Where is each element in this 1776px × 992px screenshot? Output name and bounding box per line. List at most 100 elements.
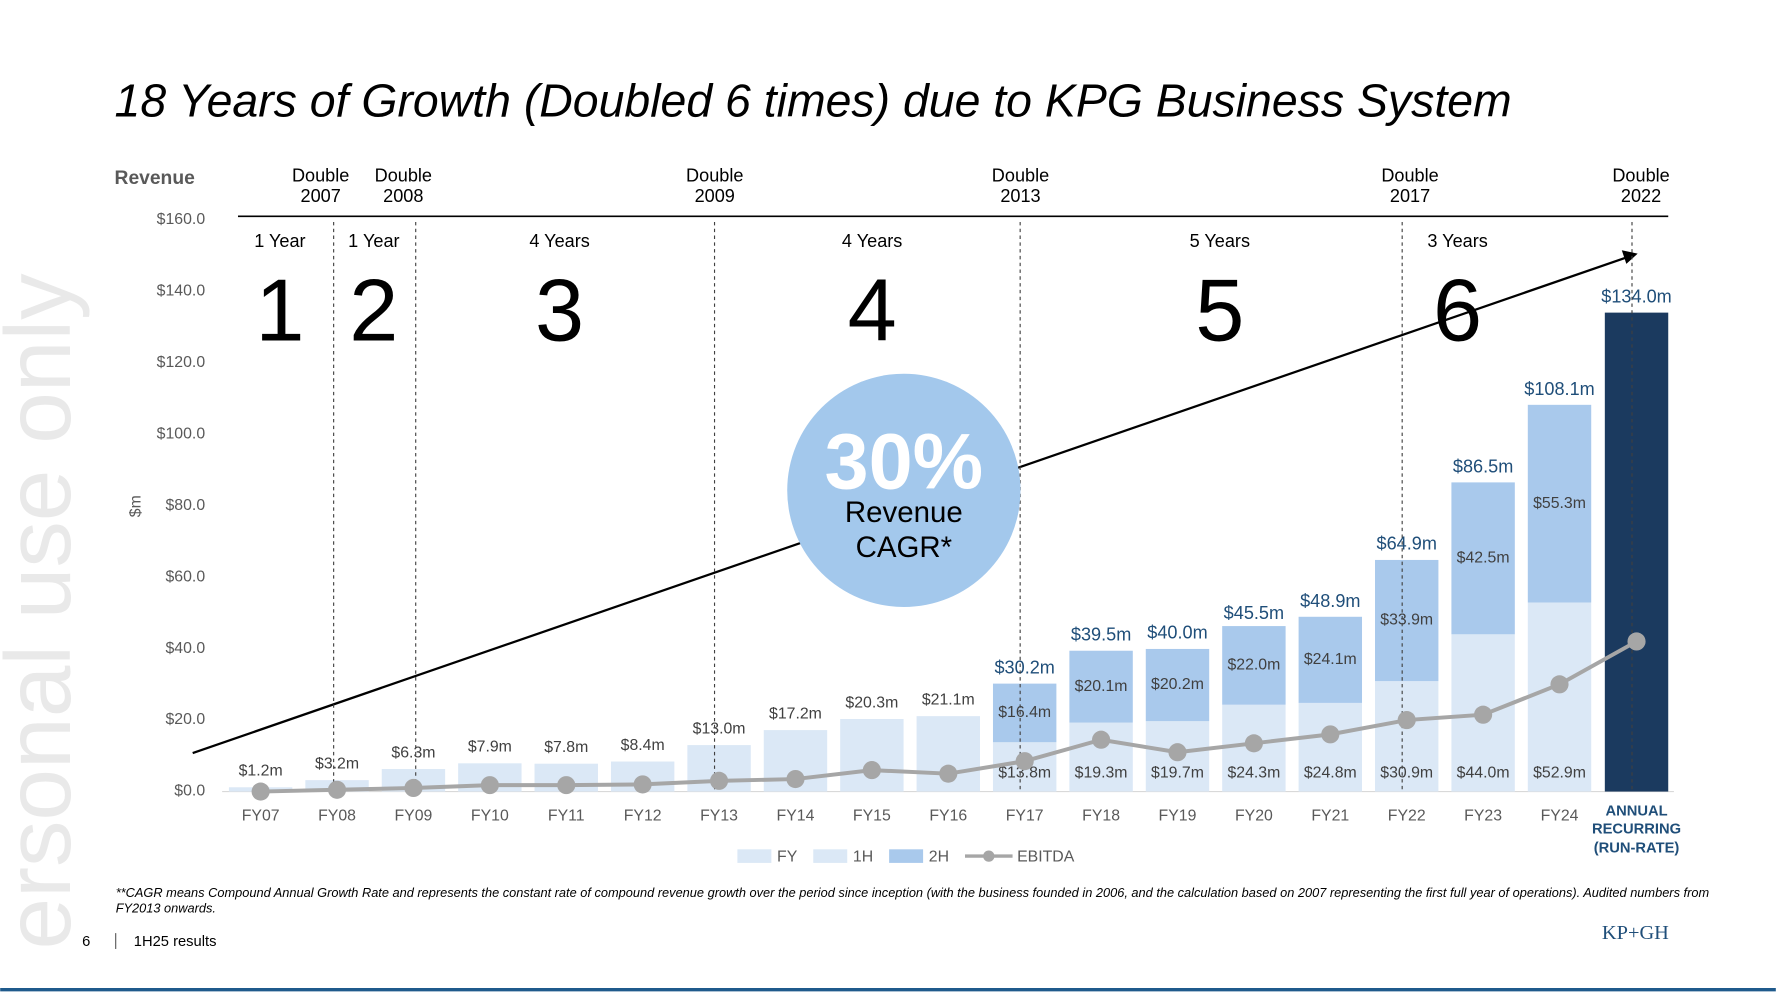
x-tick-label: FY18 — [1082, 808, 1120, 825]
milestone-label: Double — [992, 165, 1049, 185]
cagr-label: Revenue CAGR* — [844, 494, 963, 564]
value-label: $7.8m — [544, 739, 588, 756]
ebitda-point — [1397, 711, 1416, 730]
total-label: $39.5m — [1071, 624, 1131, 644]
y-tick-label: $60.0 — [165, 568, 205, 585]
milestone-year: 2013 — [1000, 186, 1040, 206]
bar-segment — [992, 683, 1057, 743]
ebitda-point — [327, 780, 347, 799]
bar-segment — [1069, 650, 1133, 723]
value-label: $17.2m — [769, 705, 822, 722]
x-tick-label: FY24 — [1541, 808, 1579, 825]
logo: KP+GH — [1602, 922, 1669, 944]
value-label: $52.9m — [1533, 765, 1586, 782]
bar-segment — [1527, 404, 1592, 603]
value-label: $13.0m — [693, 720, 746, 737]
period-years: 3 Years — [1427, 231, 1487, 251]
value-label: $24.1m — [1304, 651, 1357, 668]
total-label: $108.1m — [1524, 379, 1594, 399]
y-axis-title: Revenue — [115, 168, 196, 189]
legend-swatch — [737, 849, 772, 863]
total-label: $40.0m — [1147, 623, 1207, 643]
period-number: 6 — [1433, 260, 1482, 359]
value-label: $3.2m — [315, 755, 359, 772]
milestone-year: 2022 — [1621, 186, 1661, 206]
y-tick-label: $20.0 — [165, 711, 205, 728]
ebitda-point — [1168, 743, 1187, 762]
ebitda-point — [633, 775, 652, 794]
watermark: ersonal use only — [0, 273, 90, 950]
period-years: 1 Year — [348, 231, 399, 251]
cagr-circle — [787, 373, 1021, 607]
value-label: $21.1m — [922, 691, 975, 708]
value-label: $33.9m — [1380, 612, 1433, 629]
bar-segment — [1298, 702, 1363, 792]
value-label: $24.3m — [1227, 765, 1280, 782]
x-tick-label: FY22 — [1388, 808, 1426, 825]
x-tick-label: FY11 — [548, 808, 585, 825]
value-label: $19.7m — [1151, 765, 1204, 782]
footnote: **CAGR means Compound Annual Growth Rate… — [115, 886, 1710, 917]
value-label: $20.1m — [1075, 678, 1128, 695]
milestone-year: 2007 — [301, 186, 341, 206]
value-label: $6.3m — [391, 744, 435, 761]
footer-text: 1H25 results — [134, 934, 217, 950]
x-tick-label: FY23 — [1464, 808, 1502, 825]
ebitda-point — [786, 769, 805, 789]
value-label: $22.0m — [1227, 657, 1280, 674]
y-tick-label: $160.0 — [157, 211, 206, 228]
milestone-year: 2008 — [383, 186, 423, 206]
x-tick-label: FY07 — [242, 808, 280, 825]
ebitda-point — [1092, 730, 1111, 749]
milestone-label: Double — [686, 165, 743, 185]
bar-segment — [1527, 602, 1592, 792]
value-label: $20.3m — [845, 694, 898, 711]
ebitda-point — [1321, 725, 1340, 744]
y-tick-label: $40.0 — [165, 640, 205, 657]
bar-segment — [1374, 559, 1439, 682]
milestone-label: Double — [1381, 165, 1438, 185]
x-tick-label: FY20 — [1235, 808, 1273, 825]
value-label: $19.3m — [1075, 765, 1128, 782]
x-tick-label: FY10 — [471, 808, 509, 825]
period-number: 3 — [535, 260, 584, 359]
page-number: 6 — [82, 934, 90, 950]
milestone-year: 2009 — [695, 186, 735, 206]
total-label: $45.5m — [1224, 603, 1284, 623]
value-label: $7.9m — [468, 739, 512, 756]
x-tick-label: FY08 — [318, 808, 356, 825]
x-tick-label: FY15 — [853, 808, 891, 825]
bar-segment — [1451, 482, 1515, 635]
ebitda-point — [1627, 632, 1646, 651]
value-label: $24.8m — [1304, 765, 1357, 782]
y-tick-label: $120.0 — [157, 354, 206, 371]
total-label: $86.5m — [1453, 456, 1513, 476]
bar-segment — [1374, 681, 1439, 792]
period-years: 5 Years — [1190, 231, 1250, 251]
ebitda-point — [557, 776, 576, 795]
bar-segment — [1298, 616, 1363, 703]
x-tick-label: FY09 — [395, 808, 433, 825]
milestone-label: Double — [375, 165, 432, 185]
milestone-label: Double — [1612, 165, 1669, 185]
y-tick-label: $140.0 — [157, 282, 206, 299]
value-label: $16.4m — [998, 704, 1051, 721]
footnote-box: **CAGR means Compound Annual Growth Rate… — [115, 886, 1710, 917]
legend-swatch — [889, 849, 924, 863]
x-tick-label: FY14 — [777, 808, 815, 825]
legend-label: EBITDA — [1017, 848, 1075, 865]
total-label: $30.2m — [994, 658, 1054, 678]
bar-segment — [1222, 626, 1286, 705]
value-label: $55.3m — [1533, 495, 1586, 512]
x-tick-label: FY19 — [1159, 808, 1197, 825]
value-label: $8.4m — [621, 737, 665, 754]
period-number: 1 — [255, 260, 304, 359]
bar-segment — [1604, 312, 1669, 792]
total-label: $64.9m — [1377, 534, 1437, 554]
bar-segment — [840, 719, 904, 792]
ebitda-point — [480, 776, 499, 795]
bar-segment — [1145, 648, 1210, 722]
value-label: $44.0m — [1457, 765, 1510, 782]
x-tick-label: FY13 — [700, 808, 738, 825]
